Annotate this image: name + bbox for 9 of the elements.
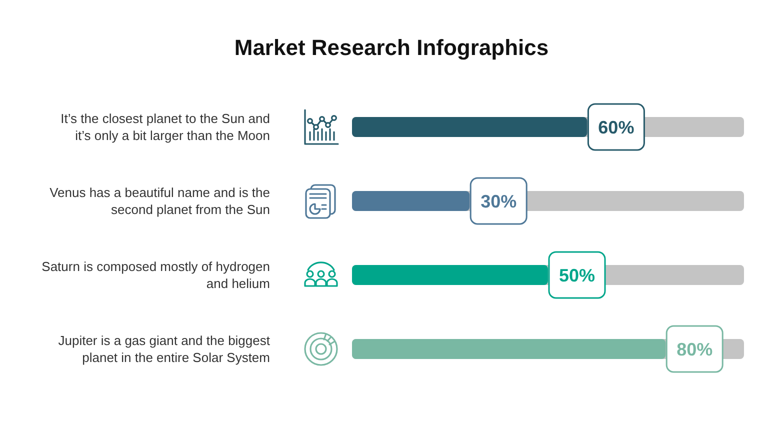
data-label: 60% bbox=[598, 118, 634, 138]
data-label: 50% bbox=[558, 266, 596, 286]
data-label: 80% bbox=[676, 340, 713, 360]
y-tick-label: Venus has a beautiful name and is the second planet from the Sun bbox=[50, 185, 270, 217]
y-tick-label: Saturn is composed mostly of hydrogen and helium bbox=[42, 259, 270, 291]
chart-title: Market Research Infographics bbox=[234, 35, 549, 60]
y-tick-label: Jupiter is a gas giant and the biggest planet in the entire Solar System bbox=[58, 333, 270, 365]
y-tick-label: It’s the closest planet to the Sun and it’s only a bit larger than the Moon bbox=[60, 111, 270, 143]
data-label: 30% bbox=[480, 192, 517, 212]
